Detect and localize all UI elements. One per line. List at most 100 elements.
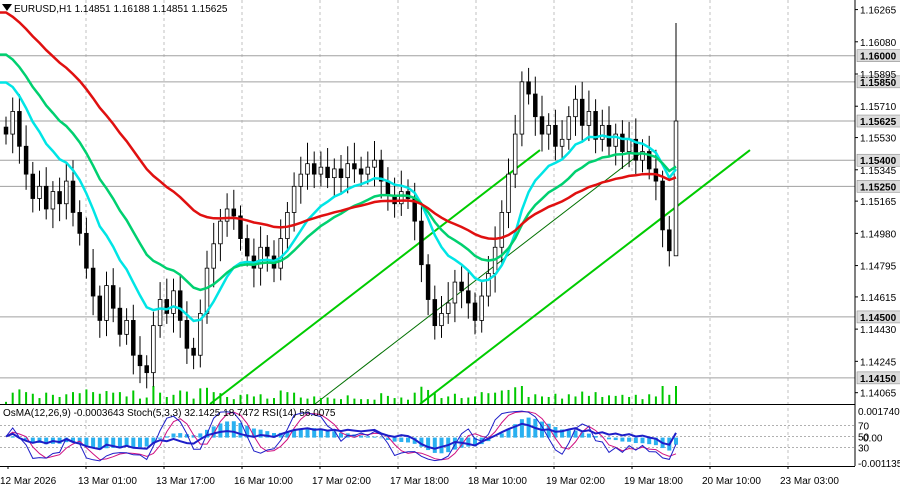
osma-bar <box>593 436 598 438</box>
bear-candle <box>352 163 357 170</box>
osma-bar <box>251 428 256 438</box>
volume-bar <box>299 397 302 404</box>
bear-candle <box>553 124 558 147</box>
osc-level-label: 70 <box>858 422 870 433</box>
bear-candle <box>17 111 22 147</box>
price-label: 1.15895 <box>860 70 897 81</box>
bull-candle <box>151 325 156 374</box>
volume-bar <box>340 399 342 404</box>
volume-bar <box>313 396 316 404</box>
level-label: 1.15625 <box>860 117 897 128</box>
bear-candle <box>472 302 478 321</box>
volume-bar <box>319 398 322 404</box>
volume-bar <box>520 386 523 404</box>
bear-candle <box>667 229 672 252</box>
osma-bar <box>332 431 337 438</box>
osma-bar <box>653 437 658 446</box>
osma-bar <box>647 437 652 445</box>
volume-bar <box>219 393 222 404</box>
bull-candle <box>50 191 56 210</box>
osma-bar <box>265 431 270 438</box>
osma-bar <box>339 432 343 438</box>
bear-candle <box>84 232 89 269</box>
volume-bar <box>239 394 242 404</box>
osma-bar <box>71 437 75 443</box>
bear-candle <box>432 299 438 327</box>
osma-bar <box>399 437 404 442</box>
bear-candle <box>378 159 384 182</box>
volume-bar <box>346 395 349 404</box>
osma-bar <box>312 428 317 438</box>
osma-bar <box>372 436 377 438</box>
volume-bar <box>98 393 101 404</box>
ma-slow-line <box>0 11 677 241</box>
symbol-header: EURUSD,H1 1.14851 1.16188 1.14851 1.1562… <box>14 4 228 15</box>
volume-bar <box>279 390 282 404</box>
osma-bar <box>124 437 129 447</box>
osma-bar <box>526 417 531 438</box>
ma-fast-line <box>0 81 677 323</box>
level-label-bg <box>856 310 900 324</box>
rsi-line <box>5 422 677 451</box>
price-label: 1.15165 <box>860 197 897 208</box>
bear-candle <box>238 215 243 239</box>
osma-bar <box>325 430 330 438</box>
time-label: 23 Mar 03:00 <box>780 476 839 487</box>
chart-menu-icon[interactable] <box>2 4 12 11</box>
grid-lines <box>85 0 789 466</box>
bull-candle <box>104 285 109 321</box>
osma-bar <box>258 429 263 438</box>
osma-scale-high: 0.001740 <box>858 407 900 418</box>
channel-lower <box>419 149 751 405</box>
volume-bar <box>38 398 41 404</box>
bull-candle <box>211 243 216 269</box>
volume-bar <box>118 392 121 404</box>
bear-candle <box>265 246 270 257</box>
bull-candle <box>586 111 592 126</box>
price-label: 1.15345 <box>860 166 897 177</box>
osma-bar <box>573 430 578 438</box>
osma-bar <box>359 435 364 438</box>
level-label-bg <box>856 114 900 128</box>
bull-candle <box>171 290 176 314</box>
bear-candle <box>137 354 143 367</box>
osma-bar <box>318 428 323 438</box>
bull-candle <box>519 81 525 135</box>
volume-bar <box>547 396 550 404</box>
bear-candle <box>579 98 585 126</box>
osma-bar <box>97 437 102 450</box>
bull-candle <box>546 124 551 135</box>
bull-candle <box>37 185 42 199</box>
volume-bar <box>165 396 168 404</box>
volume-bar <box>427 389 430 404</box>
bear-candle <box>419 220 424 266</box>
volume-bar <box>460 398 463 404</box>
osma-bar <box>272 433 276 438</box>
bull-candle <box>305 163 310 175</box>
osma-bar <box>178 433 183 438</box>
channel-upper <box>209 149 541 405</box>
price-label: 1.14795 <box>860 262 897 273</box>
bear-candle <box>43 185 49 210</box>
volume-bar <box>541 396 543 404</box>
bear-candle <box>184 320 190 349</box>
volume-bar <box>440 398 443 404</box>
volume-bar <box>494 392 497 404</box>
osma-bar <box>406 437 410 443</box>
volume-bar <box>252 396 255 404</box>
bear-candle <box>466 290 471 304</box>
volume-bar <box>132 390 135 404</box>
volume-bar <box>125 396 128 404</box>
bear-candle <box>646 151 652 170</box>
volume-bar <box>152 386 155 404</box>
osma-bar <box>198 433 203 438</box>
level-label: 1.15400 <box>860 156 897 167</box>
bear-candle <box>325 166 330 179</box>
volume-bar <box>467 397 470 404</box>
bull-candle <box>224 208 230 222</box>
volume-bar <box>480 392 483 404</box>
time-label: 17 Mar 02:00 <box>312 476 371 487</box>
volume-bar <box>514 387 517 404</box>
osma-bar <box>245 425 250 438</box>
